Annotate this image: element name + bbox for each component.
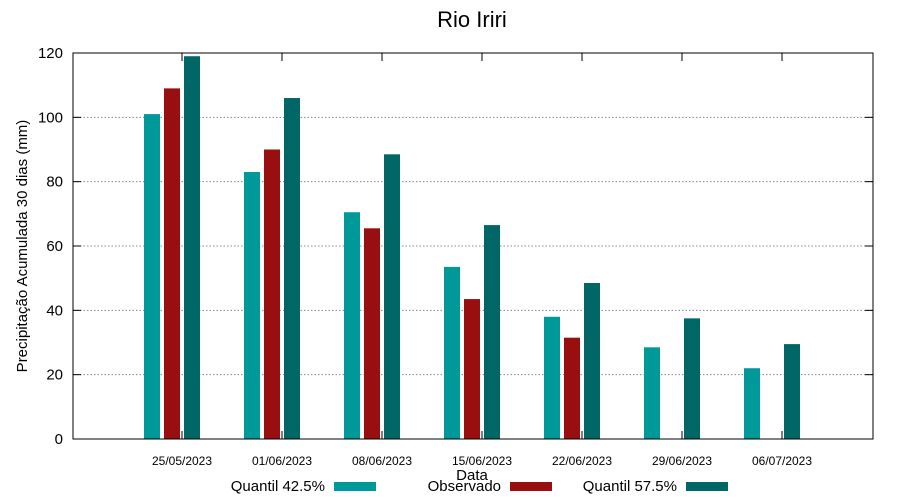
y-tick-label: 20 [46,367,63,384]
x-tick-label: 08/06/2023 [352,454,412,468]
x-tick-label: 01/06/2023 [252,454,312,468]
y-tick-label: 40 [46,302,63,319]
bar [264,149,280,439]
y-tick-label: 60 [46,238,63,255]
legend-swatch [510,482,552,491]
bar [684,318,700,439]
y-tick-label: 0 [55,431,63,448]
bar [544,316,560,439]
bar [744,368,760,439]
y-tick-label: 120 [38,45,63,62]
bar [444,266,460,439]
y-tick-label: 80 [46,174,63,191]
y-tick-label: 100 [38,109,63,126]
x-axis-label: Data [456,467,488,484]
bar [564,337,580,439]
bar [344,212,360,439]
chart-title: Rio Iriri [437,7,507,32]
legend-label: Quantil 57.5% [583,478,677,495]
y-axis-label: Precipitação Acumulada 30 dias (mm) [14,120,31,373]
legend-swatch [334,482,376,491]
bar [184,56,200,439]
x-tick-label: 06/07/2023 [752,454,812,468]
bar [784,344,800,439]
bar [364,228,380,439]
x-tick-label: 22/06/2023 [552,454,612,468]
legend-label: Observado [428,478,501,495]
bar [384,154,400,439]
bar [284,98,300,440]
bar [464,299,480,439]
legend-swatch [686,482,728,491]
bars [144,56,800,440]
bar [144,114,160,439]
x-tick-label: 15/06/2023 [452,454,512,468]
bar [484,225,500,439]
legend-label: Quantil 42.5% [231,478,325,495]
x-axis-ticks: 25/05/2023 01/06/2023 08/06/2023 15/06/2023… [152,53,812,468]
bar [244,172,260,439]
y-axis-ticks: 0 20 40 60 80 100 120 [38,45,873,448]
bar [164,88,180,439]
bar [644,347,660,439]
legend: Quantil 42.5% Observado Quantil 57.5% [231,478,728,495]
bar [584,282,600,439]
x-tick-label: 25/05/2023 [152,454,212,468]
x-tick-label: 29/06/2023 [652,454,712,468]
